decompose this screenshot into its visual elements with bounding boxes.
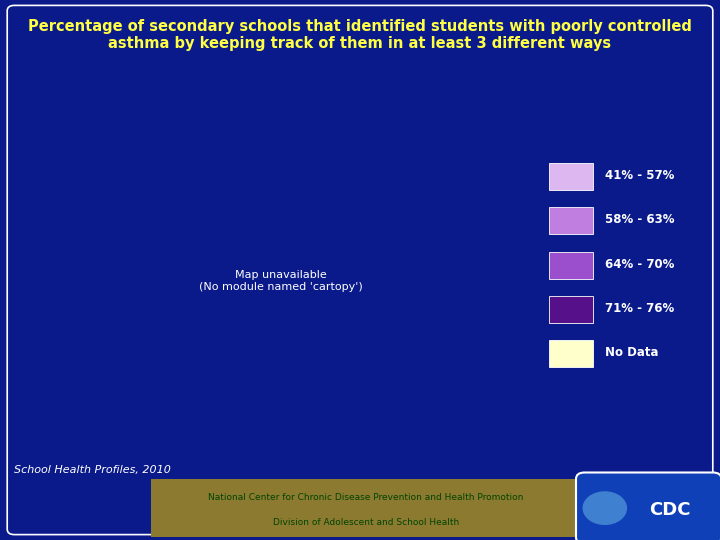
FancyBboxPatch shape xyxy=(549,296,593,323)
FancyBboxPatch shape xyxy=(151,479,580,537)
Text: 41% - 57%: 41% - 57% xyxy=(605,169,674,182)
FancyBboxPatch shape xyxy=(549,163,593,190)
FancyBboxPatch shape xyxy=(576,472,720,540)
FancyBboxPatch shape xyxy=(7,5,713,535)
Text: Division of Adolescent and School Health: Division of Adolescent and School Health xyxy=(273,518,459,526)
Text: School Health Profiles, 2010: School Health Profiles, 2010 xyxy=(14,464,171,475)
Text: 71% - 76%: 71% - 76% xyxy=(605,302,674,315)
Text: CDC: CDC xyxy=(649,501,690,519)
Text: National Center for Chronic Disease Prevention and Health Promotion: National Center for Chronic Disease Prev… xyxy=(208,494,523,502)
Text: Percentage of secondary schools that identified students with poorly controlled
: Percentage of secondary schools that ide… xyxy=(28,19,692,51)
Text: 58% - 63%: 58% - 63% xyxy=(605,213,675,226)
Text: No Data: No Data xyxy=(605,346,658,359)
FancyBboxPatch shape xyxy=(549,252,593,279)
Circle shape xyxy=(583,492,626,524)
FancyBboxPatch shape xyxy=(549,340,593,367)
Text: 64% - 70%: 64% - 70% xyxy=(605,258,674,271)
Text: Map unavailable
(No module named 'cartopy'): Map unavailable (No module named 'cartop… xyxy=(199,270,363,292)
FancyBboxPatch shape xyxy=(549,207,593,234)
